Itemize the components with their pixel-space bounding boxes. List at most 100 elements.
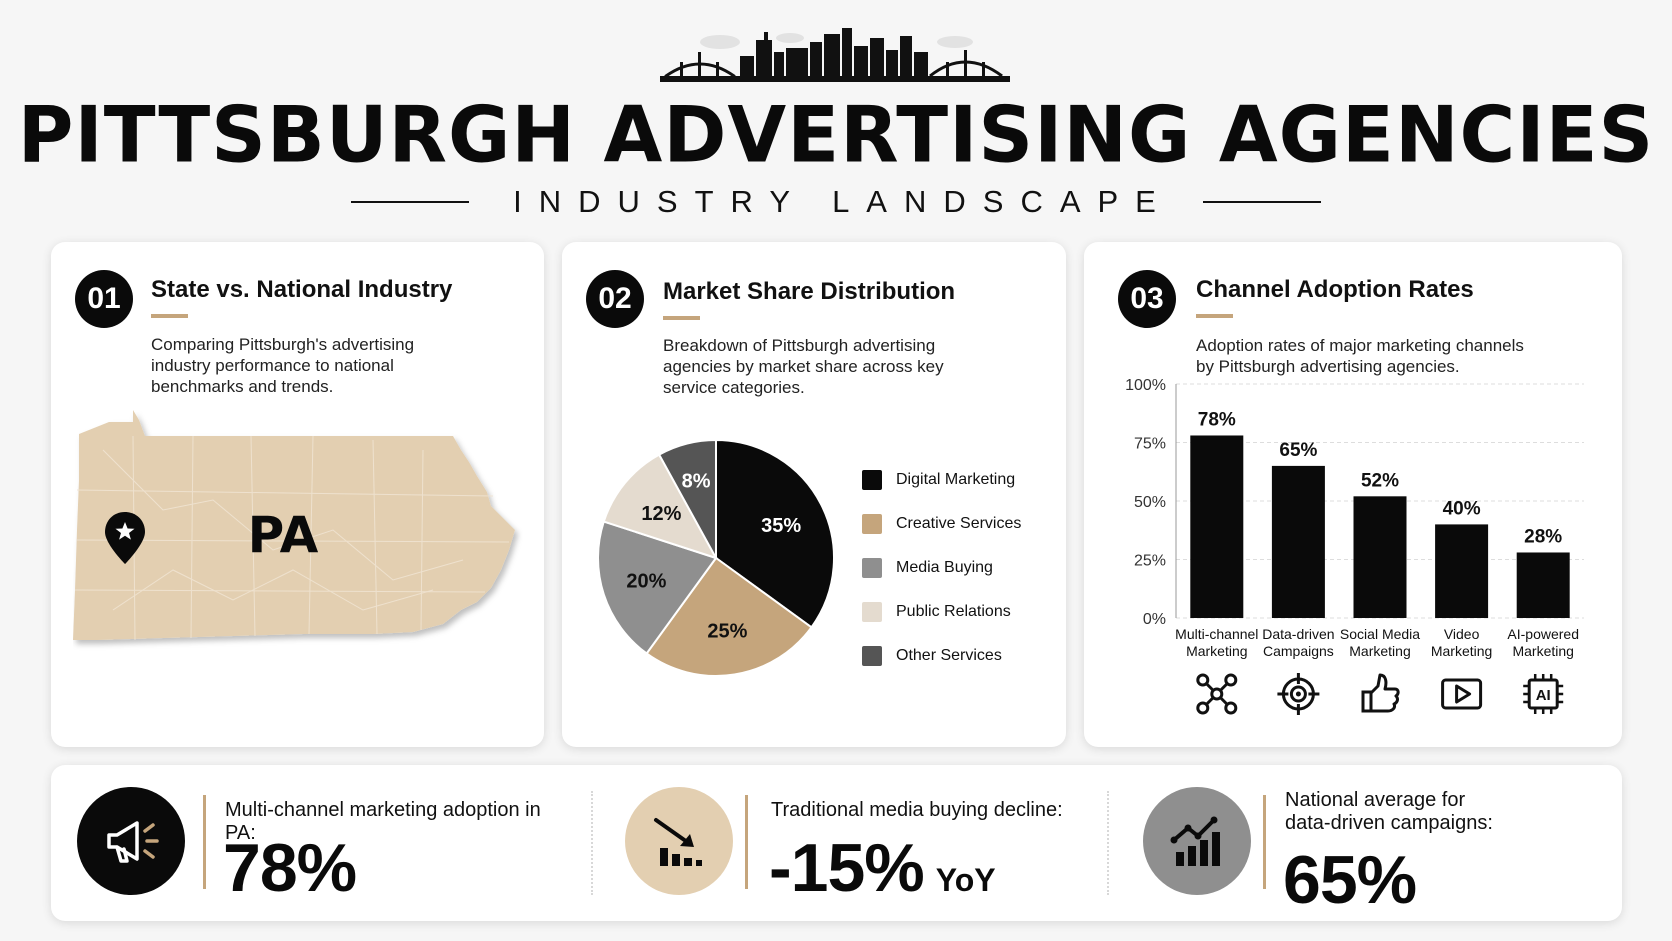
network-icon — [1196, 673, 1238, 715]
accent-bar — [151, 314, 188, 318]
pie-slice-digital-marketing — [715, 438, 835, 629]
x-category-label: AI-powered — [1507, 626, 1579, 642]
y-tick-label: 100% — [1125, 377, 1166, 394]
stat-label: Traditional media buying decline: — [771, 799, 1063, 821]
legend-item: Public Relations — [862, 590, 1021, 634]
stat-value: -15% YoY — [769, 830, 996, 906]
bar-data-driven-campaigns — [1271, 465, 1325, 618]
legend-label: Public Relations — [896, 603, 1011, 620]
channel-adoption-bar-chart: 0%25%50%75%100%78%Multi-channelMarketing… — [1125, 377, 1584, 715]
megaphone-icon — [77, 787, 185, 895]
stat-suffix: YoY — [935, 862, 996, 898]
legend-item: Media Buying — [862, 546, 1021, 590]
card-number-badge: 01 — [75, 270, 133, 328]
accent-bar — [663, 316, 700, 320]
target-icon — [1277, 673, 1320, 715]
video-play-icon — [1441, 678, 1483, 710]
bar-social-media-marketing — [1353, 496, 1407, 618]
key-stats-bar: Multi-channel marketing adoption in PA: … — [51, 765, 1622, 921]
x-category-label: Data-driven — [1262, 626, 1334, 642]
pie-data-label: 35% — [761, 515, 801, 537]
y-tick-label: 25% — [1134, 553, 1166, 570]
pie-legend: Digital Marketing Creative Services Media … — [862, 458, 1021, 678]
y-tick-label: 0% — [1143, 611, 1166, 628]
stat-label: National average for data-driven campaig… — [1285, 789, 1493, 834]
market-share-card: 02 Market Share Distribution Breakdown o… — [562, 242, 1066, 747]
stat-value: 78% — [223, 830, 357, 906]
page-title: PITTSBURGH ADVERTISING AGENCIES — [17, 89, 1655, 180]
stat-divider — [745, 795, 748, 889]
legend-swatch — [862, 558, 882, 578]
accent-bar — [1196, 314, 1233, 318]
x-category-label: Marketing — [1512, 643, 1573, 659]
card-number-badge: 03 — [1118, 270, 1176, 328]
x-category-label: Social Media — [1340, 626, 1420, 642]
x-category-label: Campaigns — [1263, 643, 1334, 659]
x-category-label: Marketing — [1349, 643, 1410, 659]
pittsburgh-skyline-icon — [660, 28, 1010, 82]
pie-data-label: 20% — [626, 571, 666, 593]
legend-swatch — [862, 470, 882, 490]
subtitle-divider-left — [351, 201, 470, 203]
bar-value-label: 65% — [1279, 440, 1317, 461]
legend-swatch — [862, 646, 882, 666]
card-number-badge: 02 — [586, 270, 644, 328]
bar-value-label: 28% — [1524, 526, 1562, 547]
stat-label: Multi-channel marketing adoption in PA: — [225, 799, 541, 844]
bar-ai-powered-marketing — [1516, 552, 1570, 618]
card-title: Market Share Distribution — [663, 278, 956, 305]
x-category-label: Multi-channel — [1175, 626, 1258, 642]
card-description: Comparing Pittsburgh's advertising indus… — [151, 335, 415, 396]
svg-text:AI: AI — [1536, 687, 1551, 704]
pie-slice-public-relations — [602, 453, 719, 560]
stat-divider — [1263, 795, 1266, 889]
map-label: PA — [248, 506, 319, 564]
bar-value-label: 52% — [1361, 470, 1399, 491]
declining-bar-chart-icon — [625, 787, 733, 895]
pennsylvania-map: PA — [73, 410, 515, 641]
rising-bar-chart-icon — [1143, 787, 1251, 895]
pie-data-label: 8% — [682, 470, 711, 492]
card-description: Breakdown of Pittsburgh advertising agen… — [663, 336, 944, 397]
x-category-label: Marketing — [1431, 643, 1492, 659]
legend-label: Digital Marketing — [896, 471, 1016, 488]
channel-adoption-card: 03 Channel Adoption Rates Adoption rates… — [1084, 242, 1622, 747]
legend-item: Digital Marketing — [862, 458, 1021, 502]
bar-value-label: 78% — [1198, 409, 1236, 430]
legend-swatch — [862, 514, 882, 534]
legend-swatch — [862, 602, 882, 622]
ai-chip-icon: AI — [1523, 674, 1564, 714]
subtitle-row: INDUSTRY LANDSCAPE — [0, 182, 1672, 222]
y-tick-label: 75% — [1134, 436, 1166, 453]
market-share-pie-chart: 35% 25% 20% 12%8% — [597, 438, 835, 677]
stat-separator — [591, 791, 593, 895]
bar-video-marketing — [1435, 524, 1489, 618]
pie-slice-media-buying — [597, 520, 718, 655]
stat-multichannel: Multi-channel marketing adoption in PA: … — [51, 765, 571, 921]
thumbs-up-icon — [1361, 673, 1400, 713]
stat-data-driven: National average for data-driven campaig… — [1127, 765, 1607, 921]
state-vs-national-card: 01 State vs. National Industry Comparing… — [51, 242, 544, 747]
legend-item: Other Services — [862, 634, 1021, 678]
pie-data-label: 12% — [641, 503, 681, 525]
card-title: Channel Adoption Rates — [1196, 276, 1474, 303]
page-subtitle: INDUSTRY LANDSCAPE — [513, 184, 1173, 219]
card-title: State vs. National Industry — [151, 276, 453, 303]
bar-multi-channel-marketing — [1190, 435, 1244, 618]
legend-label: Other Services — [896, 647, 1002, 664]
card-description: Adoption rates of major marketing channe… — [1196, 336, 1524, 376]
stat-separator — [1107, 791, 1109, 895]
map-pin-star-icon — [105, 512, 145, 564]
subtitle-divider-right — [1202, 201, 1321, 203]
x-category-label: Marketing — [1186, 643, 1247, 659]
legend-label: Creative Services — [896, 515, 1022, 532]
pie-slice-other-services — [657, 438, 717, 559]
stat-media-decline: Traditional media buying decline: -15% Yo… — [611, 765, 1091, 921]
bar-value-label: 40% — [1443, 498, 1481, 519]
legend-item: Creative Services — [862, 502, 1021, 546]
x-category-label: Video — [1444, 626, 1480, 642]
pie-data-label: 25% — [707, 620, 747, 642]
stat-divider — [203, 795, 206, 889]
pie-slice-creative-services — [645, 556, 813, 677]
stat-value: 65% — [1283, 842, 1417, 918]
